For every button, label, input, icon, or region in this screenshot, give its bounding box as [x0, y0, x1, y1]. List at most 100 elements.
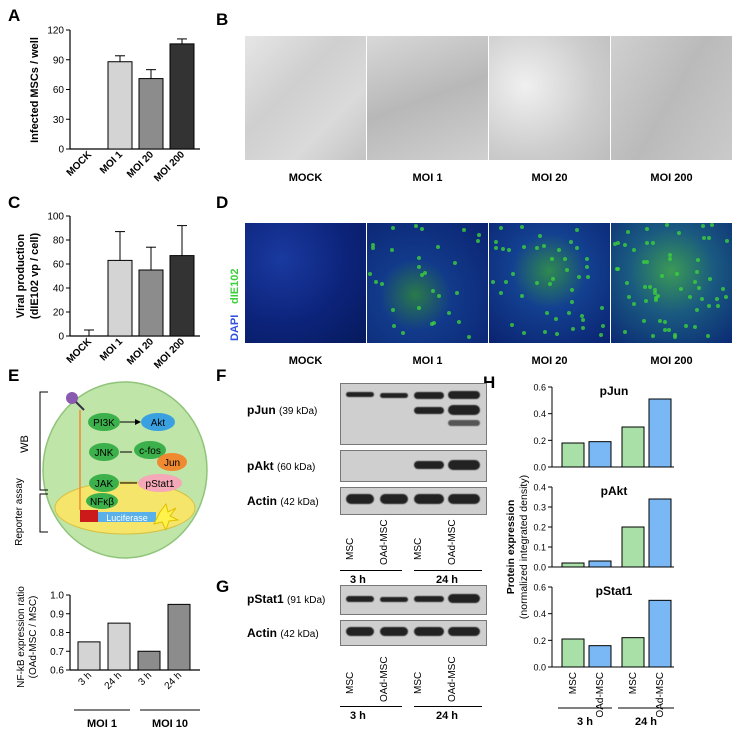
fluorescent-cell [577, 275, 581, 279]
fluorescent-cell [701, 224, 705, 228]
fluorescent-cell [374, 280, 378, 284]
fluorescent-cell [679, 287, 683, 291]
chart-c-ytick: 20 [53, 308, 65, 319]
chart-h-xtick: MSC [628, 672, 639, 694]
chart-e-ylabel: NF-kB expression ratio [16, 586, 27, 688]
fluorescent-cell [436, 245, 440, 249]
fluorescent-cell [510, 323, 514, 327]
fluorescent-cell [504, 280, 508, 284]
chart-h-group: 24 h [635, 716, 657, 728]
chart-a-ytick: 60 [53, 85, 65, 96]
virus-icon [66, 392, 78, 404]
fluorescent-cell [380, 282, 384, 286]
caption-b-1: MOI 1 [412, 172, 443, 184]
fluorescent-cell [654, 296, 658, 300]
fluorescent-cell [707, 236, 711, 240]
fluorescent-cell [623, 243, 627, 247]
chart-h-bar [621, 526, 645, 568]
fluorescent-cell [585, 257, 589, 261]
caption-d-2: MOI 20 [531, 355, 568, 367]
chart-c-bar [107, 259, 133, 337]
micrograph-moi20 [489, 36, 610, 160]
lane-g-3: OAd-MSC [447, 656, 458, 702]
micrograph-moi200 [611, 36, 732, 160]
fluorescent-cell [423, 271, 427, 275]
fluorescent-cell [565, 268, 569, 272]
chart-c-ytick: 0 [58, 332, 64, 343]
panel-label-b: B [216, 10, 229, 29]
fluorescent-cell [570, 288, 574, 292]
fluorescent-cell [420, 227, 424, 231]
chart-h-bar [561, 562, 585, 568]
chart-a-bar [138, 78, 164, 150]
reporter-label: Reporter assay [14, 478, 25, 546]
caption-b-2: MOI 20 [531, 172, 568, 184]
time-g-0: 3 h [350, 710, 366, 722]
fluorescent-cell [417, 306, 421, 310]
fluorescent-cell [520, 225, 524, 229]
chart-e-xtick: 3 h [77, 670, 95, 688]
fluorescent-cell [697, 286, 701, 290]
fluorescent-cell [414, 224, 418, 228]
fluorescent-cell [447, 311, 451, 315]
chart-h-ytick: 0.0 [533, 663, 546, 673]
fluorescent-cell [571, 327, 575, 331]
cfos-node [134, 441, 166, 459]
pstat1-label: pStat1 [146, 479, 175, 490]
nfkb-node [86, 493, 118, 509]
fluorescent-cell [581, 326, 585, 330]
caption-b-0: MOCK [288, 172, 323, 184]
fluorescent-cell [707, 304, 711, 308]
fluorescent-cell [693, 280, 697, 284]
fluorescent-cell [368, 272, 372, 276]
chart-h-ytick: 0.2 [533, 636, 546, 646]
chart-h-group: 3 h [577, 716, 593, 728]
fluorescence-mock [245, 223, 366, 343]
lane-f-0: MSC [345, 537, 356, 560]
chart-h-series-title: pStat1 [596, 584, 633, 598]
fluorescent-cell [499, 291, 503, 295]
chart-c-ylabel: Viral production [15, 234, 27, 318]
chart-e-ylabel2: (OAd-MSC / MSC) [28, 596, 39, 679]
fluorescent-cell [651, 241, 655, 245]
chart-h-ytick: 0.6 [533, 383, 546, 393]
time-f-1: 24 h [436, 574, 459, 586]
fluorescent-cell [725, 239, 729, 243]
chart-e-xtick: 24 h [103, 670, 125, 692]
chart-c-ytick: 80 [53, 236, 65, 247]
chart-h-ytick: 0.2 [533, 523, 546, 533]
fluorescent-cell [601, 324, 605, 328]
chart-h-bar [648, 398, 672, 468]
fluorescent-cell [643, 285, 647, 289]
chart-h: 0.0 0.2 0.4 0.6 pJun 0.0 0.1 0.2 0.3 0.4 pAkt 0.0 0.… [505, 383, 674, 728]
chart-a-xtick: MOI 200 [152, 149, 187, 184]
fluorescent-cell [616, 241, 620, 245]
chart-c-bar [138, 269, 164, 337]
fluorescent-cell [724, 295, 728, 299]
fluorescent-cell [437, 294, 441, 298]
chart-h-ytick: 0.2 [533, 436, 546, 446]
fluorescent-cell [696, 258, 700, 262]
fluorescent-cell [721, 287, 725, 291]
chart-c-xtick: MOI 1 [98, 336, 125, 363]
fluorescent-cell [501, 247, 505, 251]
fluorescent-cell [675, 272, 679, 276]
fluorescence-moi20 [489, 223, 610, 343]
fluorescent-cell [570, 300, 574, 304]
chart-h-bar [588, 560, 612, 568]
chart-c-bar [169, 255, 195, 337]
akt-node [141, 413, 175, 431]
chart-h-ytick: 0.4 [533, 483, 546, 493]
caption-d-1: MOI 1 [412, 355, 443, 367]
chart-h-bar [561, 638, 585, 668]
fluorescent-cell [520, 294, 524, 298]
fluorescence-moi1 [367, 223, 488, 343]
chart-h-ytick: 0.3 [533, 503, 546, 513]
panel-label-d: D [216, 193, 229, 212]
wb-label: WB [19, 435, 31, 453]
chart-a-ylabel: Infected MSCs / well [29, 37, 41, 143]
chart-h-ytick: 0.0 [533, 563, 546, 573]
chart-h-ytick: 0.4 [533, 609, 546, 619]
chart-c-ytick: 100 [47, 212, 64, 223]
